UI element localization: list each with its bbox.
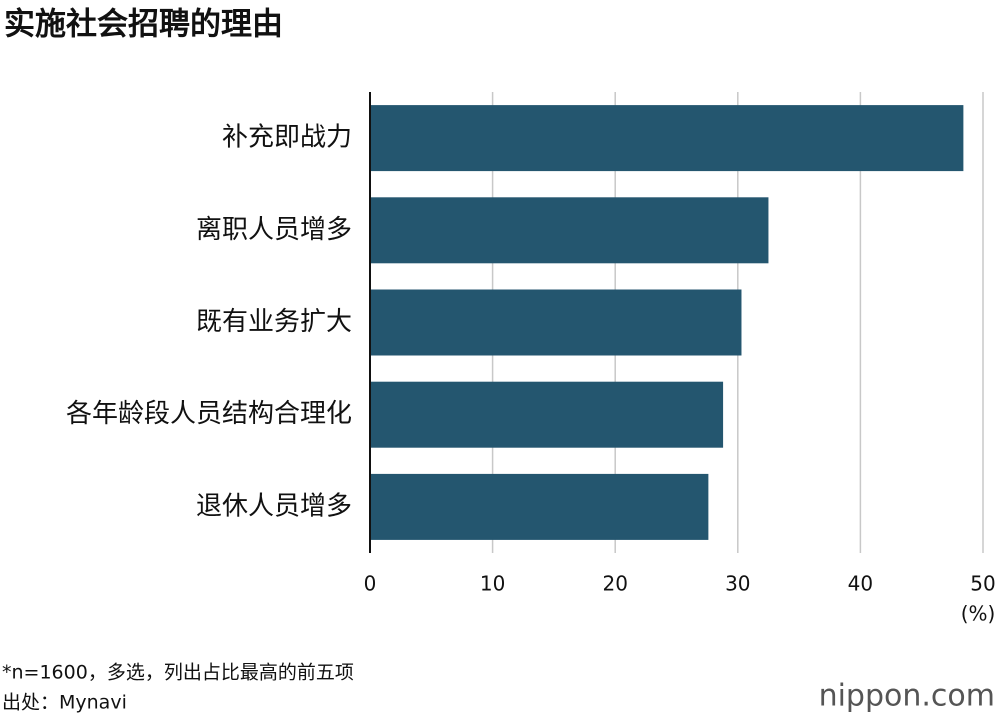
bar [370, 105, 964, 172]
bar [370, 289, 742, 356]
note: *n=1600，多选，列出占比最高的前五项 [2, 662, 354, 684]
x-tick-label: 20 [602, 572, 627, 596]
y-tick-label: 离职人员增多 [196, 215, 352, 245]
x-tick-label: 50 [970, 572, 995, 596]
x-tick-label: 30 [725, 572, 750, 596]
source: 出处：Mynavi [2, 692, 127, 714]
y-tick-label: 补充即战力 [222, 123, 352, 153]
x-tick-label: 40 [848, 572, 873, 596]
x-unit: (%) [961, 602, 996, 626]
logo: nippon.com [819, 679, 995, 714]
bar [370, 381, 724, 448]
bar [370, 473, 709, 540]
x-tick-label: 0 [364, 572, 377, 596]
bar [370, 197, 769, 264]
y-tick-label: 退休人员增多 [196, 491, 352, 521]
y-tick-label: 各年龄段人员结构合理化 [66, 399, 352, 429]
y-tick-label: 既有业务扩大 [196, 307, 352, 337]
chart-title: 实施社会招聘的理由 [4, 7, 283, 43]
x-tick-label: 10 [480, 572, 505, 596]
